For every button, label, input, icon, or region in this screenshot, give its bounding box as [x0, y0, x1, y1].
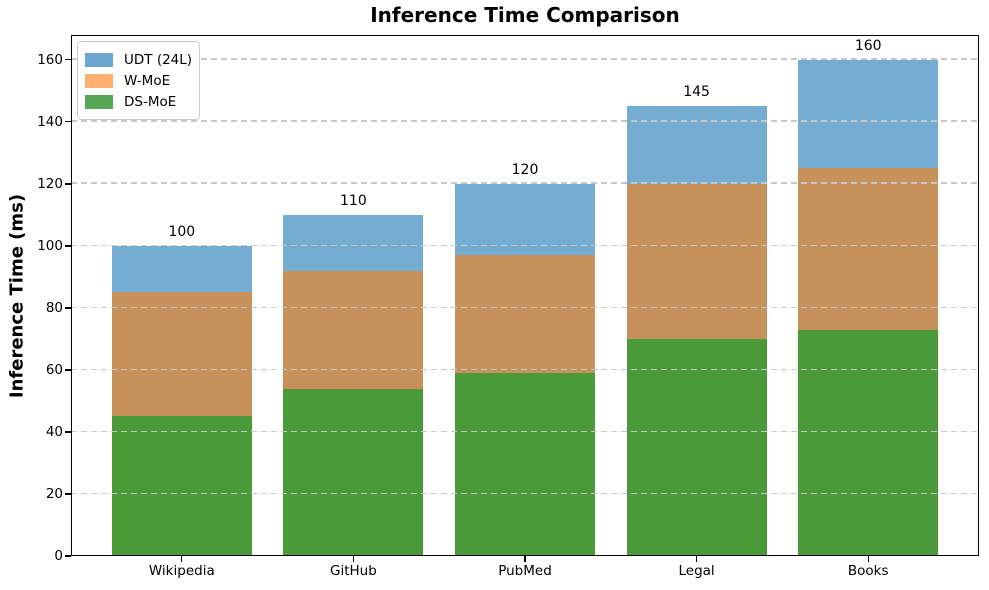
legend-label-udt-24l: UDT (24L) [124, 51, 193, 68]
x-tick-mark-pubmed [524, 556, 526, 562]
bar-ds-moe-books [798, 329, 939, 556]
legend-item-ds-moe: DS-MoE [85, 91, 189, 112]
x-tick-label-books: Books [847, 563, 889, 579]
x-tick-mark-legal [695, 556, 698, 562]
x-tick-label-wikipedia: Wikipedia [148, 563, 215, 579]
bars-layer [71, 35, 979, 556]
y-tick-label-0: 0 [54, 548, 63, 564]
x-tick-mark-github [352, 556, 355, 562]
legend-swatch-ds-moe [85, 94, 113, 109]
bar-ds-moe-legal [626, 338, 767, 556]
legend-label-w-moe: W-MoE [124, 72, 171, 89]
y-tick-label-160: 160 [37, 51, 63, 68]
y-tick-mark-80 [65, 307, 71, 309]
y-tick-label-140: 140 [37, 113, 63, 130]
y-tick-mark-120 [65, 183, 71, 185]
x-tick-mark-wikipedia [181, 556, 183, 562]
x-tick-label-pubmed: PubMed [498, 563, 552, 579]
y-tick-mark-100 [65, 245, 71, 247]
y-tick-mark-20 [65, 493, 71, 495]
y-tick-mark-0 [65, 555, 71, 557]
y-tick-label-40: 40 [45, 423, 63, 440]
y-tick-label-120: 120 [37, 175, 63, 192]
y-tick-label-20: 20 [45, 485, 63, 502]
bar-ds-moe-wikipedia [111, 416, 252, 556]
legend: UDT (24L) W-MoE DS-MoE [77, 41, 200, 120]
x-tick-mark-books [867, 556, 869, 562]
x-tick-label-github: GitHub [329, 563, 377, 579]
bar-ds-moe-pubmed [455, 373, 595, 556]
legend-swatch-udt-24l [85, 52, 113, 67]
y-tick-mark-140 [65, 121, 71, 123]
legend-item-w-moe: W-MoE [85, 70, 189, 91]
y-tick-mark-160 [65, 59, 71, 61]
y-tick-label-80: 80 [45, 299, 63, 316]
y-tick-mark-40 [65, 431, 71, 433]
x-tick-label-legal: Legal [678, 563, 715, 579]
y-tick-label-60: 60 [45, 361, 63, 378]
bar-ds-moe-github [283, 388, 424, 556]
y-tick-mark-60 [65, 369, 71, 371]
y-tick-label-100: 100 [37, 237, 63, 254]
chart-title: Inference Time Comparison [370, 3, 680, 27]
legend-swatch-w-moe [85, 73, 113, 88]
legend-label-ds-moe: DS-MoE [124, 93, 177, 110]
legend-item-udt-24l: UDT (24L) [85, 49, 193, 70]
